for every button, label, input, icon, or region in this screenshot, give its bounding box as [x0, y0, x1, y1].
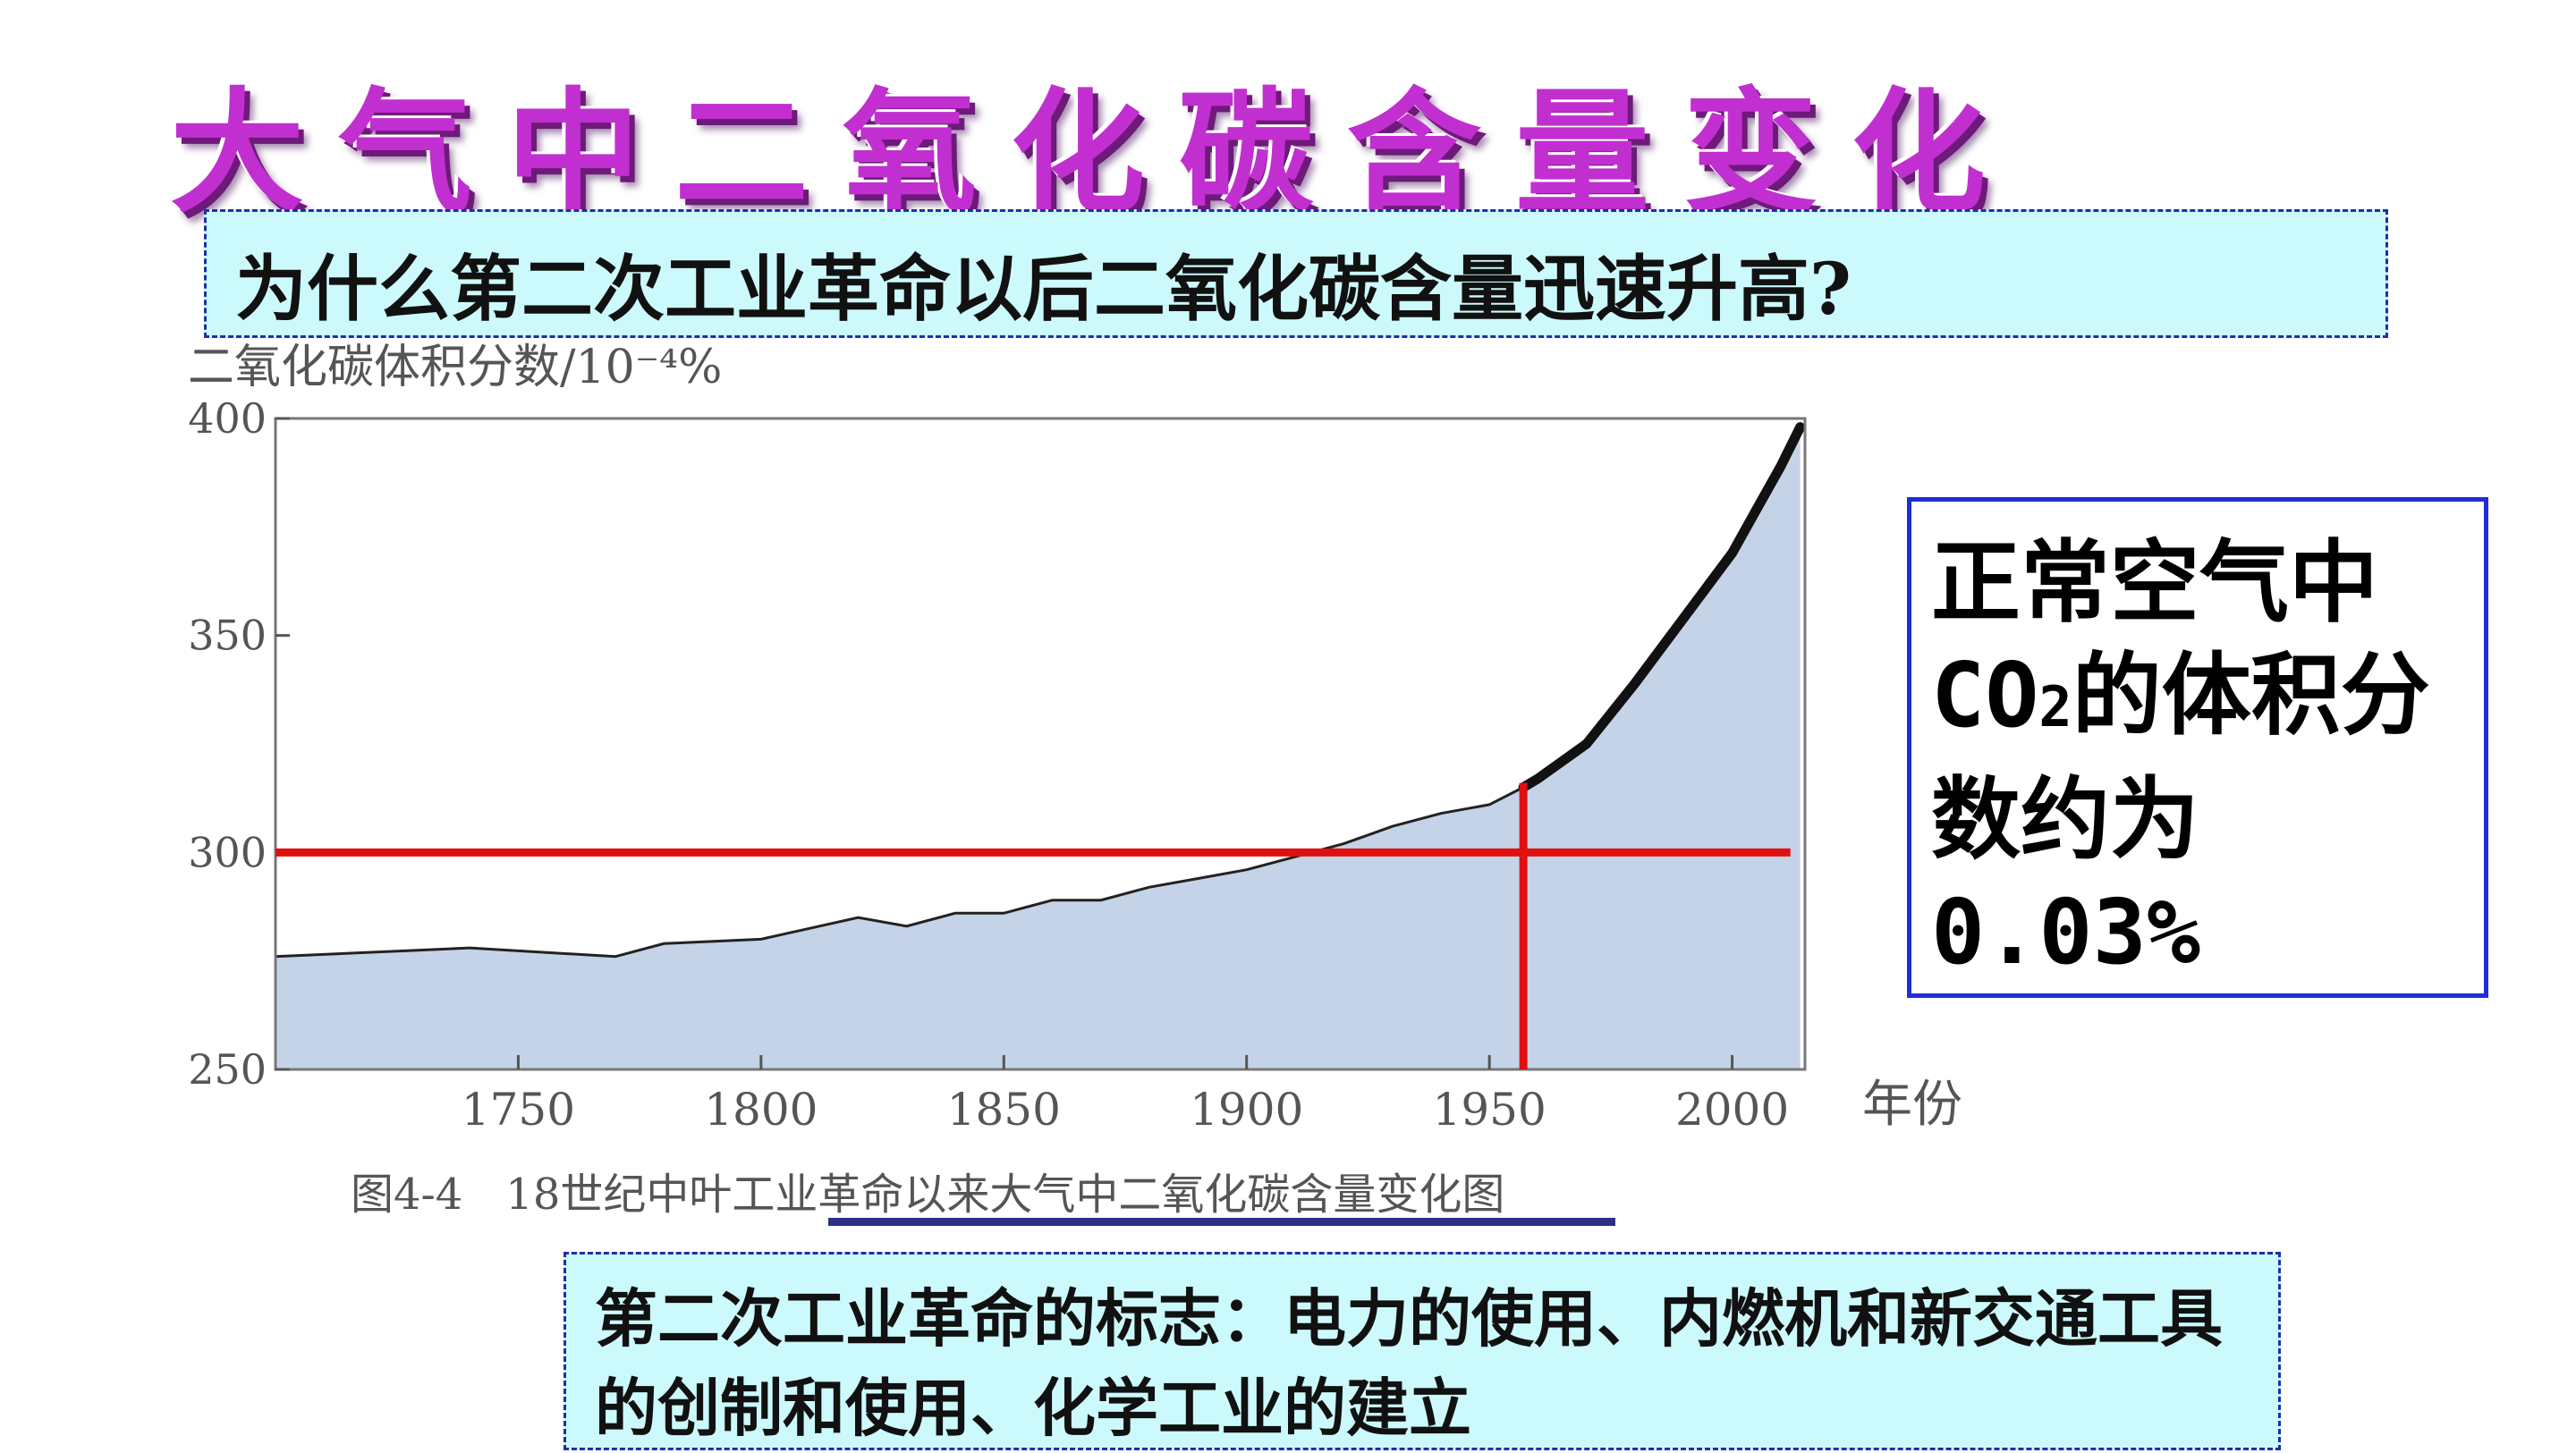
y-tick-label: 400 — [188, 394, 267, 443]
figure-caption: 图4-4 18世纪中叶工业革命以来大气中二氧化碳含量变化图 — [351, 1170, 1505, 1220]
second-industrial-revolution-box: 第二次工业革命的标志：电力的使用、内燃机和新交通工具的创制和使用、化学工业的建立 — [564, 1252, 2281, 1450]
x-tick-label: 1950 — [1433, 1084, 1546, 1136]
y-axis-label: 二氧化碳体积分数/10⁻⁴% — [188, 341, 723, 394]
question-box: 为什么第二次工业革命以后二氧化碳含量迅速升高? — [204, 209, 2388, 338]
x-tick-label: 1900 — [1190, 1084, 1303, 1136]
y-tick-label: 250 — [188, 1045, 267, 1094]
note-co: CO — [1931, 643, 2039, 748]
note-line-3: 数约为 — [1931, 767, 2199, 872]
y-tick-label: 300 — [188, 828, 267, 876]
x-axis-unit-label: 年份 — [1862, 1076, 1962, 1134]
note-subscript: 2 — [2038, 674, 2072, 739]
note-line-2: CO2的体积分 — [1931, 639, 2477, 764]
normal-air-co2-note: 正常空气中 CO2的体积分 数约为 0.03% — [1907, 497, 2488, 998]
x-tick-label: 1800 — [704, 1084, 818, 1136]
x-tick-label: 1750 — [462, 1084, 575, 1136]
note-text: 正常空气中 CO2的体积分 数约为 0.03% — [1931, 527, 2477, 989]
x-tick-label: 1850 — [947, 1084, 1061, 1136]
y-tick-label: 350 — [188, 612, 267, 660]
bottom-text: 第二次工业革命的标志：电力的使用、内燃机和新交通工具的创制和使用、化学工业的建立 — [595, 1281, 2223, 1445]
x-tick-label: 2000 — [1675, 1084, 1789, 1136]
note-line-4: 0.03% — [1931, 880, 2201, 984]
co2-area-fill — [275, 427, 1801, 1069]
slide-title: 大气中二氧化碳含量变化 — [170, 74, 2021, 232]
co2-modern-line — [1518, 422, 1806, 792]
question-text: 为什么第二次工业革命以后二氧化碳含量迅速升高? — [235, 247, 1852, 331]
caption-underline — [828, 1218, 1615, 1226]
note-line-1: 正常空气中 — [1931, 530, 2378, 635]
plot-frame — [274, 417, 1807, 1071]
note-line-2-suffix: 的体积分 — [2072, 643, 2430, 748]
